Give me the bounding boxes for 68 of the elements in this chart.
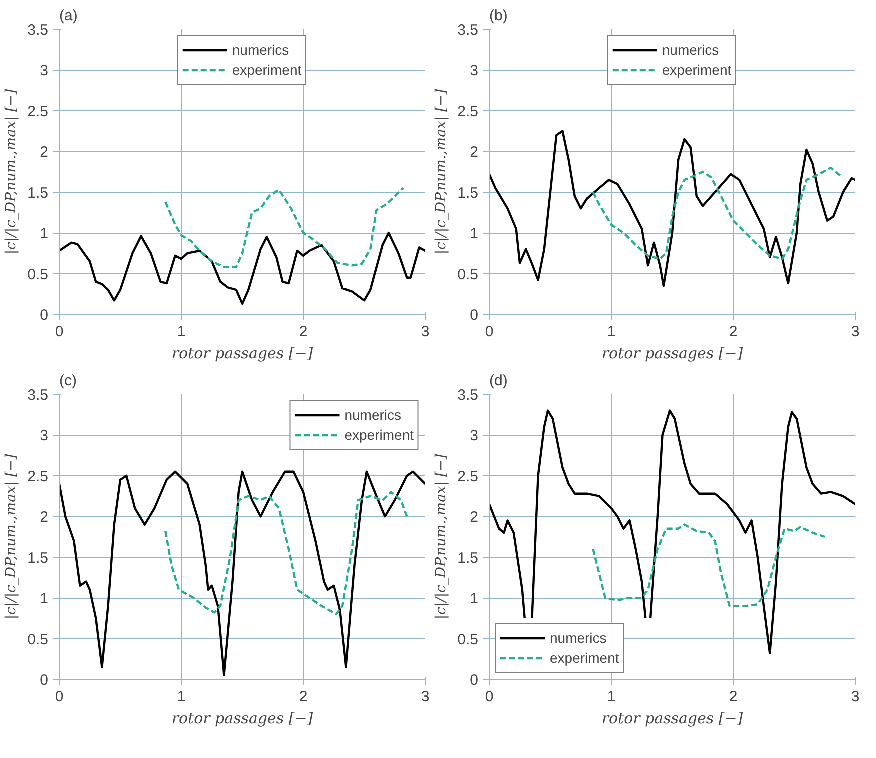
y-tick-label: 0.5 (28, 631, 49, 648)
y-tick-label: 0.5 (458, 631, 479, 648)
legend-label: experiment (662, 62, 732, 78)
y-tick-label: 0 (40, 672, 48, 689)
y-tick-label: 0.5 (28, 266, 49, 284)
x-tick-label: 2 (729, 688, 738, 706)
x-tick-label: 1 (177, 324, 186, 340)
y-tick-label: 2 (470, 144, 478, 162)
y-tick-label: 2.5 (458, 103, 479, 120)
x-tick-label: 3 (421, 324, 430, 340)
legend-label: numerics (662, 42, 720, 58)
y-tick-label: 0.5 (458, 266, 479, 284)
y-tick-label: 1 (470, 226, 478, 243)
y-axis-title: |c|/|c_DP,num.,max| [−] (4, 454, 20, 620)
x-tick-label: 0 (485, 688, 494, 706)
y-tick-label: 1.5 (458, 550, 479, 567)
x-tick-label: 1 (607, 688, 616, 706)
x-axis-title: rotor passages [−] (172, 344, 314, 362)
y-tick-label: 3 (40, 62, 48, 80)
y-tick-label: 2.5 (458, 468, 479, 486)
x-tick-label: 3 (851, 688, 860, 706)
legend-label: numerics (550, 630, 607, 646)
y-tick-label: 3.5 (28, 387, 49, 404)
y-tick-label: 1.5 (28, 184, 49, 202)
y-tick-label: 1 (470, 590, 478, 608)
y-tick-label: 2.5 (28, 468, 49, 486)
x-tick-label: 1 (607, 324, 616, 340)
legend-label: experiment (344, 427, 414, 443)
x-tick-label: 0 (55, 688, 64, 706)
y-tick-label: 2 (40, 144, 48, 162)
x-tick-label: 2 (729, 324, 738, 340)
legend-label: experiment (550, 650, 620, 666)
y-tick-label: 2 (40, 509, 48, 526)
chart-title: (d) (490, 372, 508, 390)
x-tick-label: 1 (177, 688, 186, 706)
x-tick-label: 2 (299, 688, 308, 706)
y-tick-label: 0 (470, 672, 478, 689)
x-axis-title: rotor passages [−] (602, 344, 744, 362)
y-tick-label: 1.5 (28, 550, 49, 567)
x-tick-label: 0 (485, 324, 494, 340)
chart-title: (b) (490, 8, 508, 24)
y-tick-label: 3 (40, 428, 48, 445)
y-tick-label: 3.5 (458, 22, 479, 39)
y-axis-title: |c|/|c_DP,num.,max| [−] (434, 88, 450, 255)
y-axis-title: |c|/|c_DP,num.,max| [−] (434, 454, 450, 620)
y-tick-label: 2 (470, 509, 478, 526)
y-tick-label: 1.5 (458, 184, 479, 202)
x-tick-label: 3 (851, 324, 860, 340)
y-tick-label: 3.5 (28, 22, 49, 39)
y-tick-label: 3.5 (458, 387, 479, 404)
x-tick-label: 2 (299, 324, 308, 340)
x-tick-label: 0 (55, 324, 64, 340)
y-tick-label: 2.5 (28, 103, 49, 120)
legend-label: experiment (232, 62, 302, 78)
x-axis-title: rotor passages [−] (172, 710, 314, 728)
x-axis-title: rotor passages [−] (602, 710, 744, 728)
y-axis-title: |c|/|c_DP,num.,max| [−] (4, 88, 20, 255)
legend-label: numerics (232, 42, 290, 58)
y-tick-label: 0 (40, 307, 48, 324)
chart-title: (a) (60, 8, 78, 24)
y-tick-label: 0 (470, 307, 478, 324)
y-tick-label: 3 (470, 62, 478, 80)
x-tick-label: 3 (421, 688, 430, 706)
chart-title: (c) (60, 372, 77, 390)
y-tick-label: 1 (40, 226, 48, 243)
y-tick-label: 1 (40, 590, 48, 608)
y-tick-label: 3 (470, 428, 478, 445)
legend-label: numerics (344, 407, 402, 423)
